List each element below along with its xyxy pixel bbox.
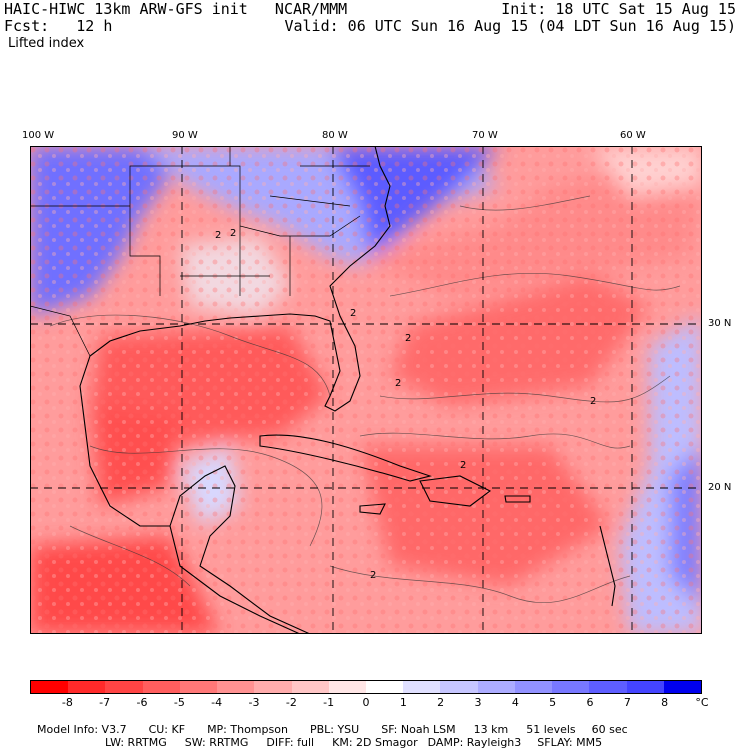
colorbar-swatch xyxy=(217,681,255,693)
colorbar-tick-label: -6 xyxy=(136,696,148,709)
mexico-us-border xyxy=(30,305,91,357)
model-info-line1: Model Info: V3.7 CU: KF MP: Thompson PBL: Y… xyxy=(30,712,628,736)
colorbar-tick-label: 2 xyxy=(437,696,445,709)
colorbar-swatch xyxy=(142,681,180,693)
grid-spacing: 13 km xyxy=(473,723,509,736)
colorbar-tick-label: 3 xyxy=(474,696,482,709)
coastline-us-gulf xyxy=(89,146,391,412)
lon-label-100w: 100 W xyxy=(22,130,55,141)
lon-label-70w: 70 W xyxy=(472,130,498,141)
contour-label: 2 xyxy=(350,308,356,319)
colorbar-swatch xyxy=(105,681,143,693)
coastline-lesser-antilles xyxy=(599,525,616,607)
valid-time: Valid: 06 UTC Sun 16 Aug 15 (04 LDT Sun … xyxy=(284,17,736,35)
pbl-scheme: PBL: YSU xyxy=(309,723,360,736)
colorbar-swatch xyxy=(328,681,366,693)
cumulus-scheme: CU: KF xyxy=(148,723,186,736)
colorbar-tick-label: -2 xyxy=(285,696,297,709)
time-step: 60 sec xyxy=(591,723,628,736)
vertical-levels: 51 levels xyxy=(526,723,576,736)
colorbar-tick-label: 8 xyxy=(661,696,669,709)
coastline-cuba xyxy=(259,434,432,482)
colorbar-swatch xyxy=(552,681,590,693)
contour-line xyxy=(359,432,631,449)
colorbar-swatch xyxy=(663,681,701,693)
colorbar-tick-label: 1 xyxy=(399,696,407,709)
state-borders xyxy=(30,146,370,296)
contour-line xyxy=(329,565,631,604)
coastline-mexico xyxy=(79,355,311,634)
colorbar-tick-label: -3 xyxy=(248,696,260,709)
contour-label: 2 xyxy=(405,333,411,344)
contour-label: 2 xyxy=(230,228,236,239)
colorbar-swatch xyxy=(254,681,292,693)
surface-layer-scheme: SFLAY: MM5 xyxy=(537,736,603,749)
longwave-scheme: LW: RRTMG xyxy=(105,736,167,749)
coastline-jamaica xyxy=(359,503,386,515)
colorbar-swatch xyxy=(179,681,218,693)
contour-label: 2 xyxy=(370,570,376,581)
contour-label: 2 xyxy=(215,230,221,241)
colorbar-tick-label: 0 xyxy=(362,696,370,709)
model-title: HAIC-HIWC 13km ARW-GFS init NCAR/MMM xyxy=(4,0,348,18)
colorbar-tick-label: 6 xyxy=(586,696,594,709)
coastline-puerto-rico xyxy=(504,495,531,503)
colorbar-tick-label: 5 xyxy=(549,696,557,709)
contour-line xyxy=(69,525,191,587)
colorbar-swatch xyxy=(514,681,553,693)
colorbar-tick-label: -1 xyxy=(323,696,335,709)
colorbar-tick-label: -4 xyxy=(211,696,223,709)
surface-scheme: SF: Noah LSM xyxy=(381,723,456,736)
colorbar-tick-label: 7 xyxy=(623,696,631,709)
colorbar-swatch xyxy=(477,681,515,693)
forecast-hour: Fcst: 12 h xyxy=(4,17,113,35)
colorbar-swatch xyxy=(291,681,329,693)
colorbar-swatch xyxy=(440,681,478,693)
contour-label: 2 xyxy=(590,396,596,407)
colorbar-tick-label: -8 xyxy=(61,696,73,709)
colorbar-unit: °C xyxy=(695,696,709,709)
microphysics-scheme: MP: Thompson xyxy=(207,723,288,736)
colorbar-swatch xyxy=(589,681,627,693)
lon-label-90w: 90 W xyxy=(172,130,198,141)
colorbar-swatch xyxy=(365,681,404,693)
field-name: Lifted index xyxy=(8,36,85,51)
colorbar-swatch xyxy=(31,681,69,693)
lon-label-60w: 60 W xyxy=(620,130,646,141)
contour-line xyxy=(459,195,591,211)
contour-line xyxy=(49,314,331,397)
coastline-hispaniola xyxy=(419,475,492,507)
coastline-central-america xyxy=(169,525,301,634)
lifted-index-map: 2 2 2 2 2 2 2 2 xyxy=(30,146,702,634)
model-info-line2: LW: RRTMG SW: RRTMG DIFF: full KM: 2D Smago… xyxy=(98,725,602,749)
model-version: Model Info: V3.7 xyxy=(37,723,127,736)
shortwave-scheme: SW: RRTMG xyxy=(184,736,249,749)
contour-label: 2 xyxy=(460,460,466,471)
lat-label-30n: 30 N xyxy=(708,318,732,329)
colorbar-tick-label: 4 xyxy=(511,696,519,709)
init-time: Init: 18 UTC Sat 15 Aug 15 xyxy=(501,0,736,18)
damping-setting: DAMP: Rayleigh3 xyxy=(427,736,522,749)
colorbar-swatch xyxy=(626,681,664,693)
lon-label-80w: 80 W xyxy=(322,130,348,141)
contour-line xyxy=(379,375,671,403)
colorbar-tick-label: -5 xyxy=(173,696,185,709)
contour-label: 2 xyxy=(395,378,401,389)
contour-line xyxy=(89,445,323,547)
eddy-scheme: KM: 2D Smagor xyxy=(332,736,418,749)
colorbar xyxy=(30,680,702,694)
diffusion-setting: DIFF: full xyxy=(266,736,315,749)
colorbar-tick-label: -7 xyxy=(99,696,111,709)
lat-label-20n: 20 N xyxy=(708,482,732,493)
colorbar-swatch xyxy=(403,681,441,693)
colorbar-swatch xyxy=(68,681,106,693)
contour-line xyxy=(389,272,681,297)
